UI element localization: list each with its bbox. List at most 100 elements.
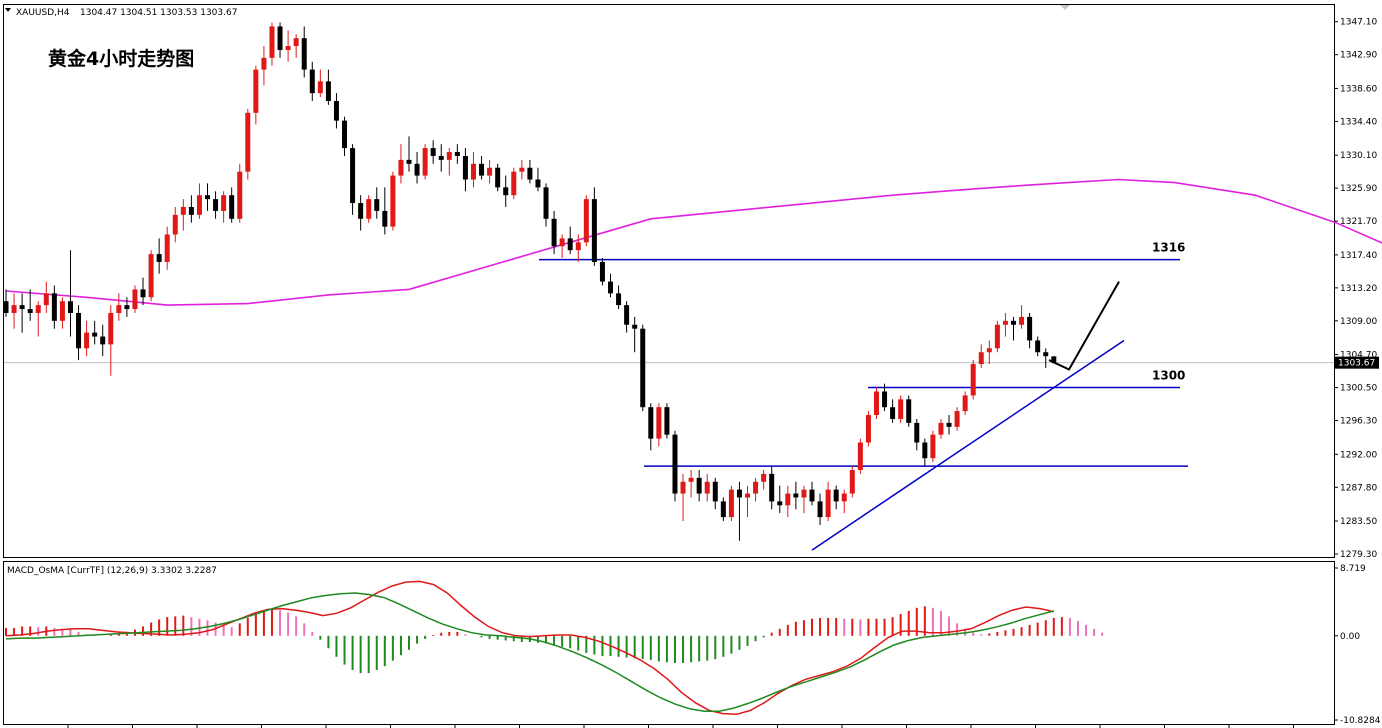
macd-tick-label: -10.8284 (1340, 716, 1381, 726)
level-label: 1300 (1152, 369, 1185, 383)
candlestick (672, 430, 678, 502)
candlestick (108, 305, 114, 376)
candlestick (398, 144, 404, 184)
candle-body (245, 112, 251, 172)
candle-body (817, 501, 823, 518)
candle-body (67, 301, 73, 313)
candle-body (551, 218, 557, 247)
candlestick (503, 175, 509, 207)
candle-body (616, 293, 622, 306)
candle-body (954, 411, 960, 427)
candle-body (970, 364, 976, 396)
indicator-label: MACD_OsMA [CurrTF] (12,26,9) 3.3302 3.22… (7, 566, 217, 576)
candlestick (608, 273, 613, 298)
candle-body (156, 254, 162, 262)
candlestick (696, 469, 702, 502)
price-tick-label: 1279.30 (1340, 550, 1377, 560)
candle-body (148, 254, 154, 298)
candlestick (422, 144, 428, 180)
candle-body (76, 312, 82, 349)
candle-body (180, 206, 186, 215)
candle-body (664, 407, 670, 435)
candlestick (680, 473, 686, 522)
price-tick-label: 1287.80 (1340, 483, 1377, 493)
moving-average-line (5, 178, 1382, 306)
candlestick (857, 438, 863, 474)
candlestick (277, 22, 283, 58)
candlestick (430, 140, 436, 164)
candlestick (720, 497, 726, 522)
candlestick (906, 395, 912, 427)
candle-body (503, 187, 509, 196)
candlestick (148, 250, 154, 302)
candle-body (92, 332, 98, 337)
candlestick (350, 144, 356, 215)
price-tick-label: 1347.10 (1340, 18, 1377, 28)
candle-body (301, 38, 307, 70)
candle-body (736, 489, 742, 498)
candle-body (374, 199, 380, 211)
candlestick (495, 163, 501, 192)
price-tick-label: 1342.90 (1340, 51, 1377, 61)
candle-body (462, 155, 468, 180)
candle-body (583, 199, 589, 243)
candle-body (680, 481, 686, 494)
candlestick (865, 411, 871, 447)
candle-body (382, 210, 388, 227)
candle-body (1002, 320, 1008, 325)
candle-body (761, 473, 767, 482)
candlestick (890, 399, 896, 423)
candlestick (132, 285, 138, 313)
candlestick (632, 316, 638, 353)
candle-body (261, 57, 267, 70)
price-tick-label: 1283.50 (1340, 517, 1377, 527)
candlestick (317, 69, 323, 98)
candlestick (3, 289, 9, 317)
candle-body (672, 434, 678, 494)
candle-body (196, 195, 202, 215)
price-plot: 1316 1300 (3, 22, 1382, 551)
candlestick (438, 144, 444, 172)
candle-body (882, 391, 888, 408)
candlestick (745, 485, 751, 518)
candle-body (124, 305, 130, 310)
chart-title: 黄金4小时走势图 (48, 47, 194, 70)
candlestick (172, 206, 178, 243)
candlestick (1011, 316, 1016, 341)
candlestick (406, 136, 412, 172)
candle-body (591, 199, 597, 262)
candle-body (978, 352, 984, 365)
price-tick-label: 1334.40 (1340, 117, 1377, 127)
candle-body (237, 171, 243, 219)
candle-body (27, 309, 33, 313)
candle-body (688, 477, 694, 482)
candlestick (809, 481, 815, 506)
candle-body (704, 481, 710, 494)
candlestick (801, 485, 807, 514)
candlestick (833, 485, 839, 510)
candlestick (43, 281, 49, 313)
shift-marker-icon[interactable] (1060, 5, 1070, 10)
candlestick (237, 163, 243, 223)
symbol-dropdown-icon[interactable] (5, 8, 11, 12)
candlestick (35, 301, 41, 337)
candlestick (124, 297, 130, 317)
candlestick (986, 340, 992, 365)
candle-body (575, 242, 581, 251)
candle-body (519, 167, 525, 172)
candlestick (849, 466, 855, 498)
candle-body (35, 305, 41, 313)
candlestick (978, 344, 984, 368)
candle-body (898, 399, 904, 419)
candlestick (59, 297, 65, 329)
candlestick (793, 481, 799, 510)
macd-tick-label: 0.00 (1340, 632, 1360, 642)
candlestick (817, 493, 823, 525)
candlestick (51, 285, 57, 329)
candlestick (213, 191, 219, 219)
candle-body (172, 214, 178, 235)
candlestick (664, 403, 670, 439)
candle-body (454, 152, 460, 156)
candlestick (599, 258, 605, 286)
candlestick (261, 46, 267, 86)
